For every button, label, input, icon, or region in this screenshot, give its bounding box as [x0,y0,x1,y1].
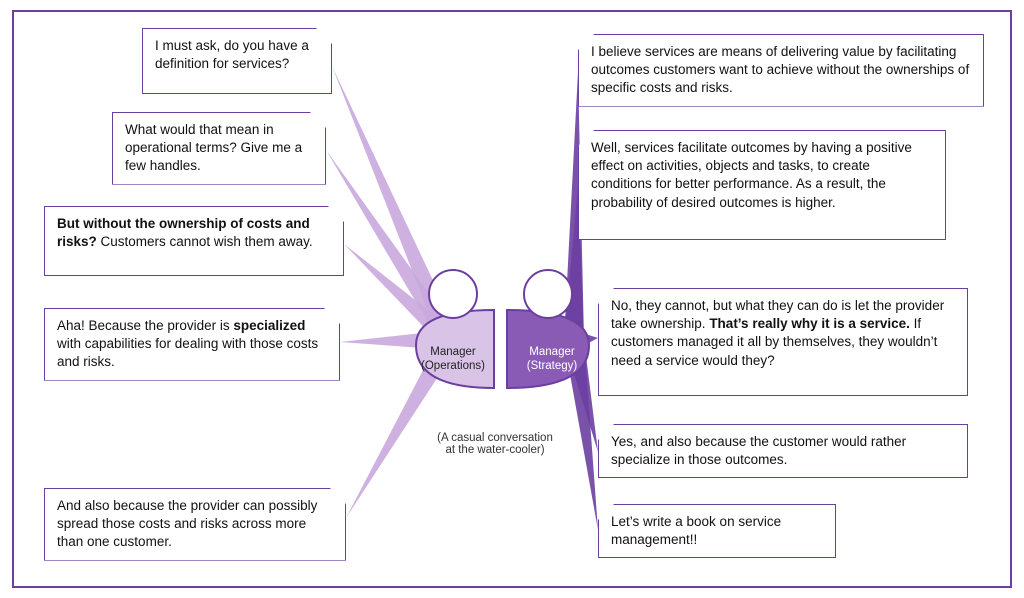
bubble-bold: specialized [233,318,305,333]
speech-bubble-strat-4: Yes, and also because the customer would… [598,424,968,478]
bubble-text: Well, services facilitate outcomes by ha… [591,140,912,210]
bubble-text: What would that mean in operational term… [125,122,302,173]
bubble-text: And also because the provider can possib… [57,498,317,549]
diagram-caption: (A casual conversationat the water-coole… [395,432,595,456]
speech-bubble-ops-4: Aha! Because the provider is specialized… [44,308,340,381]
bubble-text: Let’s write a book on service management… [611,514,781,547]
bubble-text: Customers cannot wish them away. [97,234,313,249]
bubble-text: Yes, and also because the customer would… [611,434,906,467]
bubble-bold: That’s really why it is a service. [709,316,910,331]
speech-bubble-strat-5: Let’s write a book on service management… [598,504,836,558]
bubble-text: Aha! Because the provider is [57,318,233,333]
speech-bubble-ops-3: But without the ownership of costs and r… [44,206,344,276]
bubble-text-b: with capabilities for dealing with those… [57,336,318,369]
speech-bubble-strat-1: I believe services are means of deliveri… [578,34,984,107]
bubble-text: I must ask, do you have a definition for… [155,38,309,71]
bubble-text: I believe services are means of deliveri… [591,44,969,95]
speech-bubble-ops-1: I must ask, do you have a definition for… [142,28,332,94]
speech-bubble-strat-2: Well, services facilitate outcomes by ha… [578,130,946,240]
speech-bubble-strat-3: No, they cannot, but what they can do is… [598,288,968,396]
speech-bubble-ops-2: What would that mean in operational term… [112,112,326,185]
speech-bubble-ops-5: And also because the provider can possib… [44,488,346,561]
